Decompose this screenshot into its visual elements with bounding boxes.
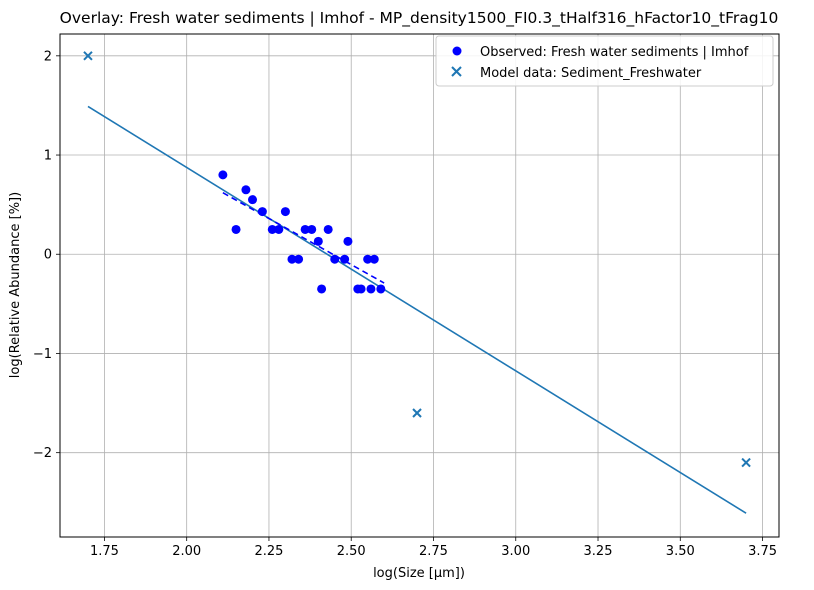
x-tick-label: 3.25	[584, 544, 613, 559]
plot-area-frame	[59, 33, 780, 538]
fit-lines	[87, 105, 747, 514]
legend-box	[435, 35, 774, 87]
observed-point	[218, 170, 228, 180]
legend-model-label: Model data: Sediment_Freshwater	[480, 66, 702, 81]
y-tick-label: 2	[44, 49, 52, 64]
x-tick-label: 2.50	[337, 544, 366, 559]
x-tick-label: 2.00	[172, 544, 201, 559]
observed-point	[317, 284, 327, 294]
observed-point	[257, 207, 267, 217]
legend-observed-marker	[452, 46, 462, 56]
observed-point	[307, 224, 317, 234]
model-point	[412, 408, 422, 418]
x-tick-label: 3.50	[666, 544, 695, 559]
observed-point	[323, 224, 333, 234]
observed-fit-line	[222, 192, 385, 284]
observed-point	[340, 254, 350, 264]
model-fit-line	[87, 105, 747, 514]
x-axis-label: log(Size [μm])	[373, 566, 465, 581]
observed-point	[294, 254, 304, 264]
observed-point	[248, 195, 258, 205]
observed-point	[274, 224, 284, 234]
x-tick-label: 3.75	[748, 544, 777, 559]
chart-title: Overlay: Fresh water sediments | Imhof -…	[60, 9, 779, 28]
observed-point	[241, 185, 251, 195]
observed-point	[369, 254, 379, 264]
observed-point	[366, 284, 376, 294]
observed-point	[267, 224, 277, 234]
legend-model-marker	[451, 66, 462, 77]
x-tick-label: 2.25	[254, 544, 283, 559]
x-tick-label: 3.00	[501, 544, 530, 559]
model-point	[83, 51, 93, 61]
observed-point	[300, 224, 310, 234]
x-tick-label: 1.75	[90, 544, 119, 559]
observed-point	[343, 236, 353, 246]
legend: Observed: Fresh water sediments | Imhof …	[435, 35, 774, 87]
y-tick-label: 0	[44, 248, 52, 263]
observed-point	[231, 224, 241, 234]
observed-point	[356, 284, 366, 294]
observed-point	[363, 254, 373, 264]
y-axis-label: log(Relative Abundance [%])	[8, 192, 23, 378]
y-tick-label: 1	[44, 149, 52, 164]
observed-point	[280, 207, 290, 217]
y-tick-label: −2	[33, 446, 52, 461]
x-tick-label: 2.75	[419, 544, 448, 559]
axis-ticks: 1.75 2.00 2.25 2.50 2.75 3.00 3.25 3.50 3.75 −2 −1…	[33, 49, 777, 559]
observed-point	[313, 236, 323, 246]
data-points	[83, 51, 751, 468]
observed-point	[376, 284, 386, 294]
observed-point	[287, 254, 297, 264]
observed-point	[330, 254, 340, 264]
y-tick-label: −1	[33, 347, 52, 362]
legend-observed-label: Observed: Fresh water sediments | Imhof	[480, 45, 749, 60]
model-point	[741, 457, 751, 468]
